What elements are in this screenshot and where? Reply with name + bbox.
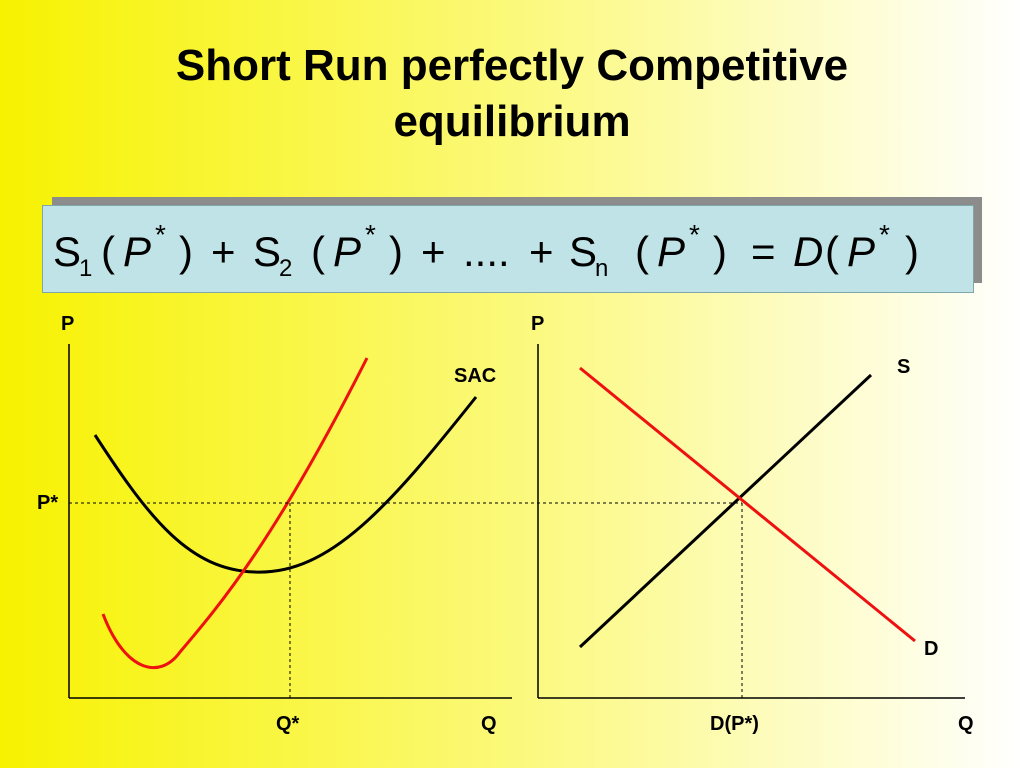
eq-close-3: ) bbox=[713, 228, 727, 275]
demand-label: D bbox=[924, 638, 938, 660]
eq-p-4: P bbox=[847, 228, 875, 275]
left-y-axis-label: P bbox=[61, 313, 74, 335]
eq-s2: S bbox=[253, 228, 281, 275]
eq-p-2: P bbox=[333, 228, 361, 275]
left-panel: P Q P* Q* SAC bbox=[37, 313, 512, 735]
right-panel: P Q S D D(P*) bbox=[531, 313, 974, 735]
eq-star-3: * bbox=[689, 219, 700, 250]
eq-dots: .... bbox=[463, 228, 510, 275]
eq-p-3: P bbox=[657, 228, 685, 275]
left-x-axis-label: Q bbox=[481, 713, 497, 735]
eq-open-2: ( bbox=[311, 228, 325, 275]
eq-star-4: * bbox=[879, 219, 890, 250]
eq-close-2: ) bbox=[389, 228, 403, 275]
marginal-cost-curve bbox=[101, 357, 369, 669]
eq-plus-1: + bbox=[211, 228, 236, 275]
eq-sub-n: n bbox=[595, 255, 608, 282]
page-title: Short Run perfectly Competitive equilibr… bbox=[0, 38, 1024, 150]
eq-sub-2: 2 bbox=[279, 255, 292, 282]
quantity-star-label: Q* bbox=[276, 713, 300, 735]
demand-curve bbox=[579, 366, 916, 643]
eq-p-1: P bbox=[123, 228, 151, 275]
right-x-axis-label: Q bbox=[958, 713, 974, 735]
equation-box: S 1 ( P * ) + S 2 ( P * ) + .... + S n (… bbox=[42, 205, 974, 293]
eq-plus-2: + bbox=[421, 228, 446, 275]
price-star-label: P* bbox=[37, 492, 58, 514]
title-line-1: Short Run perfectly Competitive bbox=[175, 41, 849, 90]
supply-curve bbox=[578, 373, 873, 649]
eq-plus-3: + bbox=[529, 228, 554, 275]
eq-equals: = bbox=[751, 228, 776, 275]
eq-star-1: * bbox=[155, 219, 166, 250]
right-y-axis-label: P bbox=[531, 313, 544, 335]
title-line-2: equilibrium bbox=[393, 97, 631, 146]
eq-d: D bbox=[793, 228, 823, 275]
eq-open-3: ( bbox=[635, 228, 649, 275]
eq-s1: S bbox=[53, 228, 81, 275]
eq-star-2: * bbox=[365, 219, 376, 250]
sac-curve bbox=[93, 396, 478, 574]
eq-open-1: ( bbox=[101, 228, 115, 275]
eq-close-4: ) bbox=[905, 228, 919, 275]
dp-star-label: D(P*) bbox=[710, 713, 759, 735]
sac-label: SAC bbox=[454, 365, 496, 387]
eq-sn: S bbox=[569, 228, 597, 275]
eq-sub-1: 1 bbox=[79, 255, 92, 282]
supply-label: S bbox=[897, 356, 910, 378]
equation-formula: S 1 ( P * ) + S 2 ( P * ) + .... + S n (… bbox=[53, 219, 919, 282]
eq-open-4: ( bbox=[825, 228, 839, 275]
eq-close-1: ) bbox=[179, 228, 193, 275]
